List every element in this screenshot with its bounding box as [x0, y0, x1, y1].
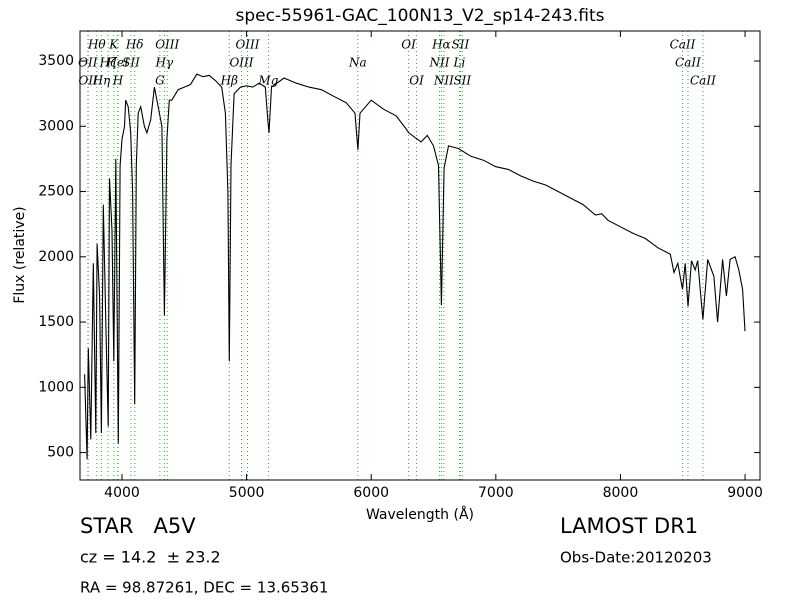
y-tick-label: 2500 — [38, 184, 74, 200]
spectral-line-label: NII — [433, 74, 454, 88]
chart-title: spec-55961-GAC_100N13_V2_sp14-243.fits — [235, 6, 604, 26]
y-tick-label: 3500 — [38, 53, 74, 69]
x-tick-label: 8000 — [603, 485, 639, 501]
spectral-line-label: HeI — [105, 56, 129, 70]
spectral-line-label: OII — [79, 74, 99, 88]
spectral-line-label: CaII — [690, 74, 716, 88]
survey: LAMOST DR1 — [560, 514, 698, 538]
spectral-line-label: Hγ — [155, 56, 174, 70]
spectral-line-label: SII — [453, 74, 471, 88]
spectral-line-label: Li — [453, 56, 466, 70]
x-tick-label: 9000 — [727, 485, 763, 501]
x-tick-label: 7000 — [478, 485, 514, 501]
spectral-line-label: SII — [452, 38, 470, 52]
x-axis-label: Wavelength (Å) — [366, 506, 474, 523]
spectral-line-label: Mg — [257, 74, 278, 88]
spectral-line-label: Hδ — [125, 38, 144, 52]
spectral-line-label: Hβ — [220, 74, 238, 88]
plot-frame — [79, 30, 761, 481]
spectral-line-label: Na — [348, 56, 367, 70]
spectral-line-label: K — [108, 38, 119, 52]
spectral-line-label: OI — [401, 38, 416, 52]
x-tick-label: 6000 — [353, 485, 389, 501]
spectral-line-label: CaII — [675, 56, 701, 70]
spectral-line-label: SII — [122, 56, 140, 70]
object-class: STAR A5V — [80, 514, 196, 538]
obs-date: Obs-Date:20120203 — [560, 549, 712, 567]
y-tick-label: 2000 — [38, 249, 74, 265]
spectral-line-label: G — [155, 74, 165, 88]
spectral-line-label: NII — [429, 56, 450, 70]
spectral-line-label: Hη — [92, 74, 111, 88]
spectral-line-label: OI — [409, 74, 424, 88]
y-axis-label: Flux (relative) — [12, 206, 28, 303]
y-tick-label: 3000 — [38, 118, 74, 134]
spectral-line-label: Hθ — [87, 38, 106, 52]
spectral-line-label: OIII — [235, 38, 259, 52]
y-tick-label: 500 — [47, 445, 74, 461]
y-tick-label: 1500 — [38, 314, 74, 330]
redshift: cz = 14.2 ± 23.2 — [80, 548, 221, 567]
spectral-line-label: OIII — [229, 56, 253, 70]
y-tick-label: 1000 — [38, 379, 74, 395]
spectral-line-label: CaII — [670, 38, 696, 52]
spectral-line-label: OIII — [155, 38, 179, 52]
spectral-line-label: Hα — [431, 38, 451, 52]
x-tick-label: 4000 — [104, 485, 140, 501]
spectral-line-label: Hζ — [99, 56, 118, 70]
spectral-line-label: H — [112, 74, 124, 88]
x-tick-label: 5000 — [229, 485, 265, 501]
spectral-line-label: OII — [78, 56, 98, 70]
spectrum-line — [84, 73, 746, 460]
coords: RA = 98.87261, DEC = 13.65361 — [80, 579, 328, 597]
